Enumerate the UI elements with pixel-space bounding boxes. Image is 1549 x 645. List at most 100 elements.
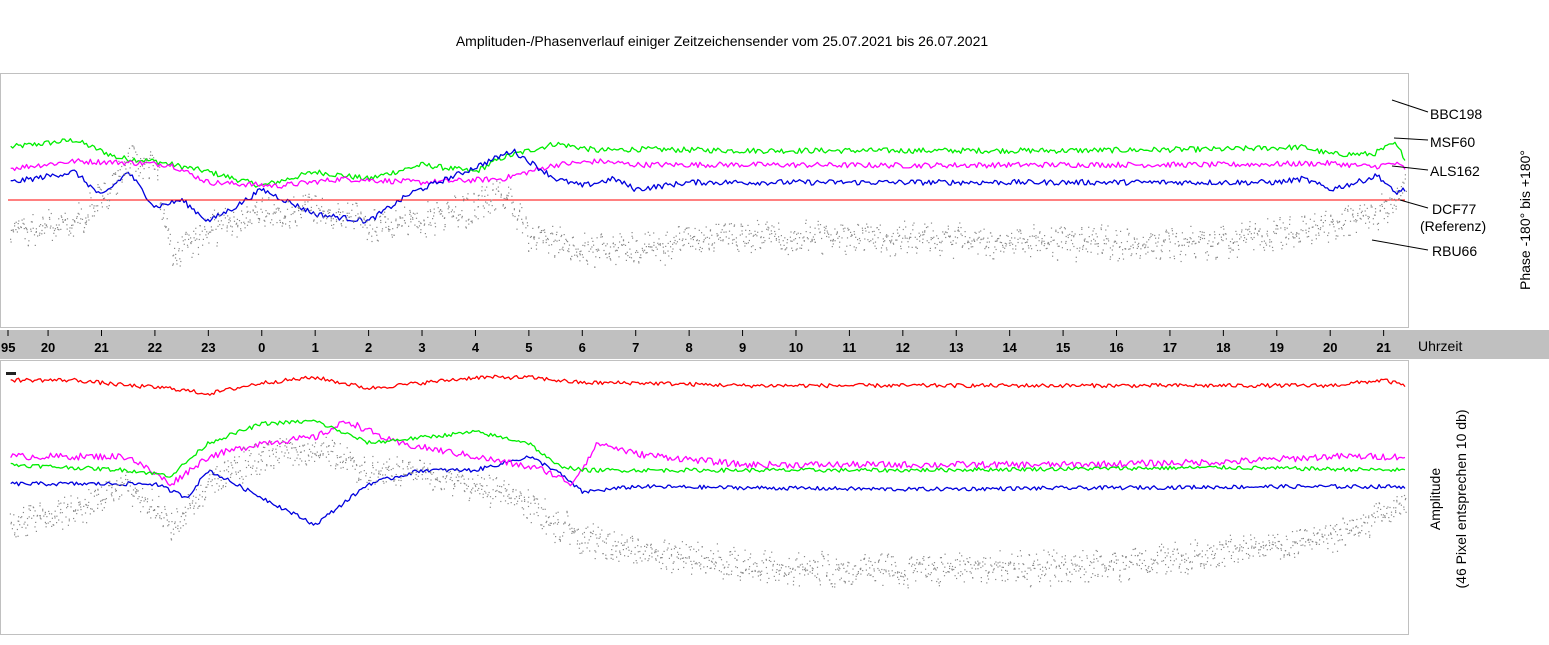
scatter-point: [1201, 231, 1203, 233]
scatter-point: [48, 510, 50, 512]
scatter-point: [1165, 573, 1167, 575]
scatter-point: [307, 454, 309, 456]
scatter-point: [676, 556, 678, 558]
scatter-point: [211, 473, 213, 475]
scatter-point: [1139, 255, 1141, 257]
scatter-point: [903, 579, 905, 581]
scatter-point: [593, 244, 595, 246]
scatter-point: [1249, 221, 1251, 223]
scatter-point: [773, 575, 775, 577]
scatter-point: [1204, 554, 1207, 556]
scatter-point: [533, 238, 535, 240]
scatter-point: [906, 237, 908, 239]
scatter-point: [133, 146, 135, 148]
scatter-point: [162, 204, 164, 206]
scatter-point: [557, 519, 559, 521]
scatter-point: [759, 579, 762, 581]
scatter-point: [294, 221, 297, 223]
scatter-point: [1360, 518, 1362, 520]
scatter-point: [570, 257, 572, 260]
scatter-point: [298, 207, 300, 210]
scatter-point: [387, 218, 389, 220]
scatter-point: [1400, 195, 1402, 197]
scatter-point: [258, 219, 261, 221]
scatter-point: [634, 546, 636, 549]
scatter-point: [1084, 581, 1086, 583]
scatter-point: [39, 505, 41, 507]
scatter-point: [1022, 238, 1024, 240]
scatter-point: [888, 570, 890, 572]
scatter-point: [670, 258, 673, 260]
scatter-point: [398, 466, 401, 468]
scatter-point: [233, 211, 235, 213]
scatter-point: [706, 236, 708, 238]
scatter-point: [270, 465, 272, 467]
scatter-point: [189, 503, 191, 505]
scatter-point: [733, 238, 735, 241]
scatter-point: [556, 523, 559, 525]
scatter-point: [481, 195, 483, 197]
scatter-point: [857, 239, 859, 241]
scatter-point: [225, 482, 227, 484]
scatter-point: [912, 229, 914, 231]
scatter-point: [1263, 249, 1266, 251]
scatter-point: [590, 535, 592, 538]
scatter-point: [960, 233, 962, 235]
scatter-point: [1143, 243, 1145, 245]
scatter-point: [668, 543, 670, 545]
scatter-point: [1331, 537, 1333, 539]
scatter-point: [1192, 241, 1194, 243]
scatter-point: [393, 234, 395, 236]
scatter-point: [1313, 220, 1315, 222]
scatter-point: [1183, 238, 1185, 240]
scatter-point: [683, 566, 685, 569]
scatter-point: [84, 512, 87, 514]
scatter-point: [218, 215, 220, 217]
scatter-point: [966, 558, 968, 560]
scatter-point: [1148, 239, 1150, 241]
scatter-point: [1373, 214, 1376, 216]
scatter-point: [843, 567, 845, 569]
scatter-point: [534, 502, 536, 504]
scatter-point: [975, 232, 977, 234]
scatter-point: [20, 517, 22, 519]
scatter-point: [1311, 540, 1313, 543]
scatter-point: [681, 557, 683, 559]
scatter-point: [766, 572, 768, 574]
scatter-point: [591, 237, 593, 239]
scatter-point: [376, 234, 378, 236]
scatter-point: [137, 490, 139, 492]
scatter-point: [1190, 238, 1192, 240]
scatter-point: [474, 209, 476, 211]
scatter-point: [430, 479, 432, 481]
scatter-point: [790, 231, 792, 233]
scatter-point: [817, 561, 819, 563]
scatter-point: [78, 504, 80, 506]
scatter-point: [939, 581, 941, 583]
scatter-point: [1299, 529, 1301, 531]
scatter-point: [193, 507, 195, 509]
scatter-point: [970, 564, 972, 566]
scatter-point: [91, 215, 94, 217]
scatter-point: [1031, 235, 1033, 237]
scatter-point: [1266, 230, 1268, 232]
scatter-point: [517, 218, 519, 220]
scatter-point: [1108, 240, 1110, 242]
scatter-point: [1294, 542, 1296, 544]
scatter-point: [85, 220, 88, 222]
scatter-point: [1158, 234, 1160, 236]
scatter-point: [1055, 229, 1057, 231]
scatter-point: [395, 218, 397, 220]
scatter-point: [1122, 258, 1125, 260]
scatter-point: [454, 195, 456, 197]
scatter-point: [213, 472, 215, 474]
scatter-point: [714, 561, 717, 563]
scatter-point: [580, 250, 582, 252]
scatter-point: [166, 514, 168, 516]
scatter-point: [149, 157, 151, 160]
scatter-point: [388, 458, 391, 460]
scatter-point: [756, 235, 758, 237]
scatter-point: [875, 247, 877, 250]
scatter-point: [1028, 554, 1031, 556]
scatter-point: [660, 568, 662, 570]
